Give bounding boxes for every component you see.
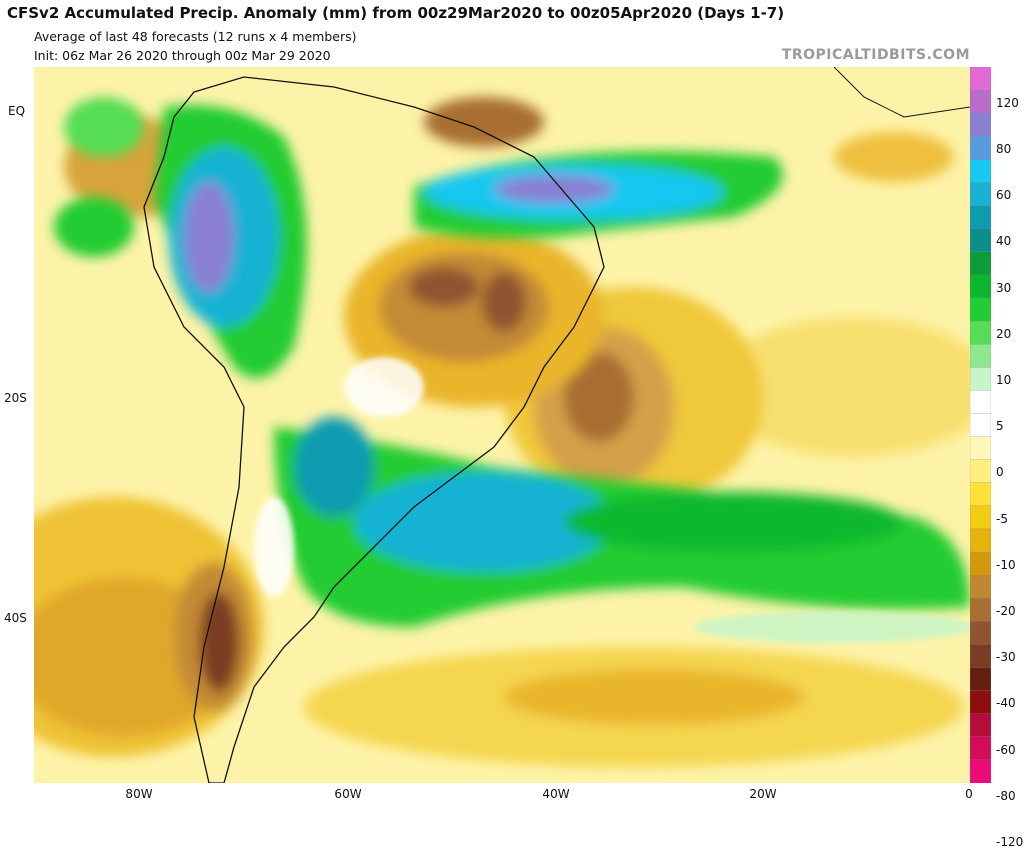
colorbar-swatch (970, 205, 991, 230)
lat-label-20s: 20S (4, 391, 27, 405)
colorbar-swatch (970, 528, 991, 553)
lat-label-eq: EQ (8, 104, 26, 118)
colorbar-swatch (970, 182, 991, 207)
colorbar-label: 30 (996, 280, 1012, 295)
colorbar-swatch (970, 159, 991, 184)
colorbar-label: -80 (996, 788, 1016, 803)
lon-label-80w: 80W (125, 787, 153, 801)
colorbar-label: -40 (996, 696, 1016, 711)
colorbar-swatch (970, 367, 991, 392)
colorbar-swatch (970, 67, 991, 91)
colorbar-swatch (970, 89, 991, 114)
map-title: CFSv2 Accumulated Precip. Anomaly (mm) f… (7, 4, 785, 22)
colorbar-swatch (970, 390, 991, 415)
colorbar-swatch (970, 436, 991, 461)
colorbar-swatch (970, 113, 991, 137)
colorbar-label: 5 (996, 419, 1004, 434)
precip-anomaly-map (34, 67, 970, 783)
colorbar-label: -60 (996, 742, 1016, 757)
colorbar-swatch (970, 667, 991, 692)
colorbar-swatch (970, 621, 991, 646)
africa-coastline (833, 67, 970, 118)
lon-label-20w: 20W (749, 787, 777, 801)
colorbar-label: 60 (996, 188, 1012, 203)
colorbar-label: 20 (996, 326, 1012, 341)
south-america-coastline (143, 76, 605, 783)
colorbar-swatch (970, 136, 991, 161)
colorbar-swatch (970, 551, 991, 576)
colorbar-label: -10 (996, 557, 1016, 572)
colorbar-swatch (970, 344, 991, 368)
colorbar-label: -120 (996, 834, 1024, 849)
brand-watermark: TROPICALTIDBITS.COM (781, 47, 970, 63)
colorbar-swatch (970, 505, 991, 530)
colorbar-swatch (970, 598, 991, 622)
colorbar-swatch (970, 736, 991, 761)
init-time: Init: 06z Mar 26 2020 through 00z Mar 29… (34, 48, 331, 63)
colorbar-swatch (970, 320, 991, 345)
lat-label-40s: 40S (4, 611, 27, 625)
colorbar-swatch (970, 274, 991, 299)
colorbar-swatch (970, 690, 991, 715)
colorbar-label: 40 (996, 234, 1012, 249)
colorbar-swatch (970, 574, 991, 599)
colorbar-swatch (970, 413, 991, 438)
colorbar-swatch (970, 459, 991, 484)
colorbar-swatch (970, 759, 991, 783)
colorbar-swatch (970, 228, 991, 253)
colorbar (970, 67, 991, 783)
colorbar-label: -20 (996, 603, 1016, 618)
colorbar-label: 0 (996, 465, 1004, 480)
colorbar-label: 120 (996, 95, 1019, 110)
lon-label-0: 0 (965, 787, 973, 801)
colorbar-label: 10 (996, 373, 1012, 387)
colorbar-label: -5 (996, 511, 1008, 526)
lon-label-60w: 60W (334, 787, 362, 801)
colorbar-label: -30 (996, 650, 1016, 665)
colorbar-swatch (970, 644, 991, 669)
colorbar-label: 80 (996, 142, 1012, 156)
colorbar-swatch (970, 713, 991, 738)
colorbar-swatch (970, 482, 991, 507)
colorbar-swatch (970, 251, 991, 276)
lon-label-40w: 40W (542, 787, 570, 801)
colorbar-swatch (970, 297, 991, 322)
map-subtitle: Average of last 48 forecasts (12 runs x … (34, 29, 357, 44)
anomaly-field (34, 97, 970, 767)
